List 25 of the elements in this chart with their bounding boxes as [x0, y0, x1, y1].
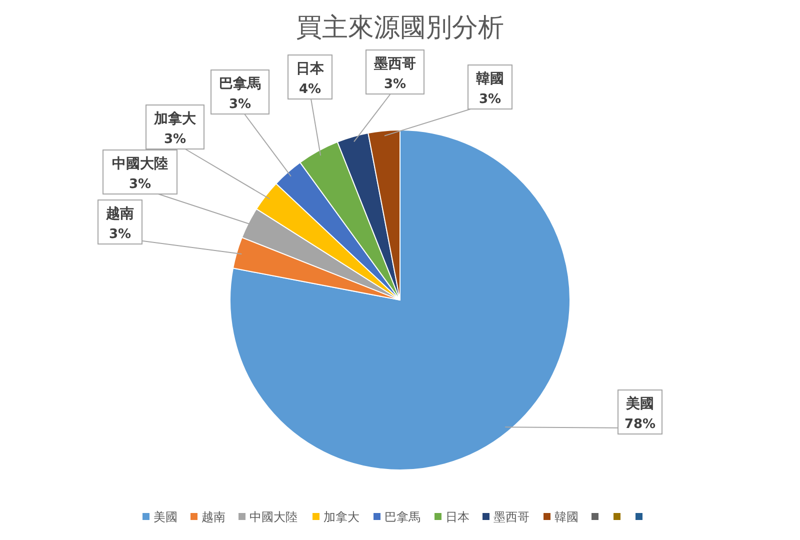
- legend-label: 韓國: [554, 510, 578, 524]
- slice-label: 日本: [296, 61, 325, 77]
- legend-label: 加拿大: [324, 510, 360, 524]
- slice-label: 加拿大: [153, 111, 197, 127]
- legend-label: 日本: [446, 510, 470, 524]
- slice-label: 墨西哥: [373, 56, 416, 72]
- legend-label: 中國大陸: [250, 510, 298, 524]
- slice-label: 越南: [105, 206, 134, 222]
- chart-title: 買主來源國別分析: [296, 13, 504, 43]
- data-label: 3%: [164, 132, 186, 147]
- slice-label: 韓國: [476, 71, 504, 87]
- legend-label: 墨西哥: [494, 510, 530, 524]
- data-label: 3%: [384, 77, 406, 92]
- data-label: 3%: [108, 227, 132, 242]
- slice-label: 巴拿馬: [219, 76, 261, 92]
- slice-label: 中國大陸: [112, 156, 168, 172]
- data-label: 3%: [228, 97, 252, 112]
- data-label: 3%: [478, 92, 502, 107]
- data-label: 4%: [298, 82, 322, 97]
- legend-label: 越南: [202, 510, 226, 524]
- data-label: 3%: [128, 177, 152, 192]
- data-label: 78%: [624, 417, 656, 432]
- legend-label: 巴拿馬: [384, 510, 420, 524]
- legend-label: 美國: [154, 510, 178, 524]
- slice-label: 美國: [625, 395, 654, 412]
